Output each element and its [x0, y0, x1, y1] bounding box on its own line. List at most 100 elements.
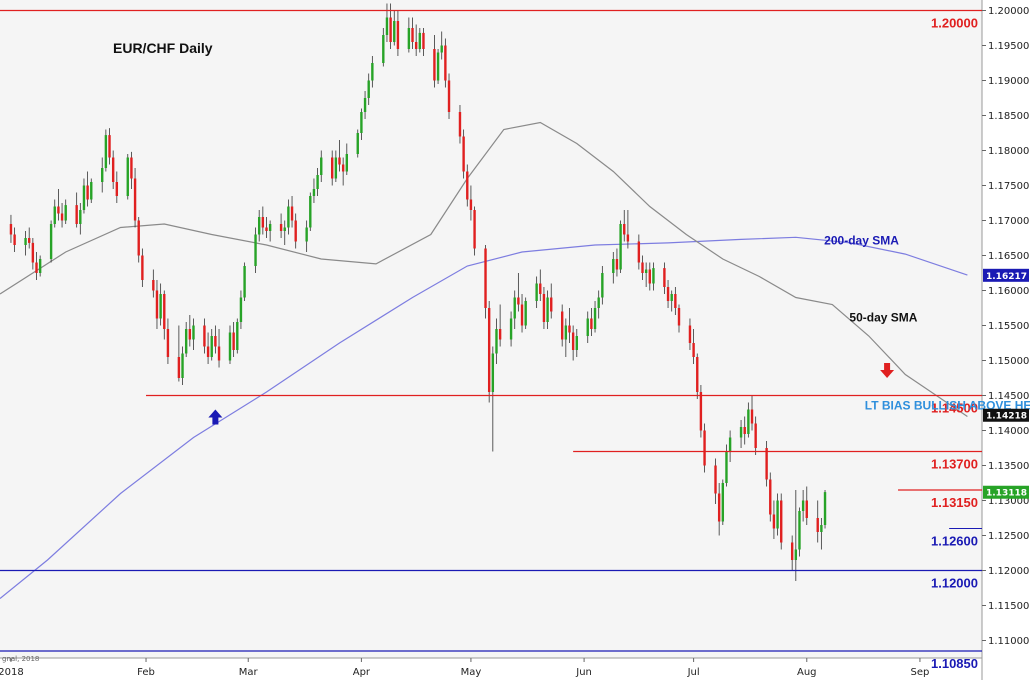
candle	[692, 329, 695, 364]
candle	[644, 262, 648, 287]
candle	[239, 290, 243, 329]
candle	[363, 91, 367, 119]
candle-body	[316, 175, 319, 189]
candle-body	[312, 189, 316, 196]
candle-body	[287, 206, 290, 228]
time-axis-panel	[0, 658, 982, 680]
candle-body	[433, 49, 436, 81]
candle-body	[108, 135, 111, 158]
candle	[652, 262, 655, 291]
candle	[411, 17, 414, 49]
level-label: 1.12000	[931, 576, 978, 591]
candle	[130, 151, 133, 189]
candle-body	[542, 294, 546, 322]
price-tick-label: 1.11000	[988, 636, 1029, 647]
price-badge-label: 1.14218	[986, 412, 1027, 422]
candle	[586, 311, 589, 343]
time-tick-label: Jun	[575, 667, 592, 678]
candle-body	[798, 511, 801, 550]
candle-body	[688, 325, 692, 343]
candle-body	[232, 332, 235, 350]
candle	[820, 518, 823, 550]
candle	[9, 214, 13, 243]
candle-body	[447, 80, 451, 112]
candle-body	[820, 525, 823, 532]
candle	[805, 486, 808, 525]
candle	[495, 318, 498, 364]
candle-body	[382, 35, 385, 63]
price-badge-bg	[983, 268, 1029, 282]
candle-body	[670, 294, 673, 301]
candle-body	[126, 157, 129, 196]
candle	[49, 220, 53, 263]
chart-title: EUR/CHF Daily	[113, 40, 213, 56]
candle	[564, 318, 568, 357]
level-label: 1.20000	[931, 16, 978, 31]
candle	[619, 220, 622, 273]
candle	[571, 325, 575, 361]
candle-body	[320, 157, 323, 175]
candle-body	[692, 343, 695, 357]
candle	[750, 395, 754, 431]
price-badge: 1.14218	[983, 408, 1029, 422]
candle	[210, 329, 213, 361]
candle	[568, 308, 571, 343]
candle	[396, 10, 400, 56]
candle	[513, 290, 516, 329]
candle-body	[644, 269, 648, 273]
candle	[111, 150, 115, 189]
candle-body	[279, 224, 283, 231]
price-tick-label: 1.18500	[988, 111, 1029, 122]
candle-body	[652, 268, 655, 284]
candle-body	[568, 325, 571, 333]
candle-body	[188, 329, 192, 340]
candle-body	[637, 241, 641, 263]
time-tick-label: May	[461, 667, 482, 678]
candle	[305, 220, 308, 252]
price-tick-label: 1.17500	[988, 181, 1029, 192]
candle	[60, 203, 64, 228]
sma-200-line	[0, 236, 968, 599]
price-badges: 1.16217 1.14218 1.13118	[983, 268, 1029, 499]
candle	[184, 322, 188, 357]
candle	[268, 220, 272, 242]
price-axis-panel	[982, 0, 1030, 680]
time-tick-label: Aug	[797, 667, 817, 678]
candle-body	[159, 294, 162, 319]
candle-body	[334, 157, 338, 179]
candle	[593, 301, 597, 333]
candle	[469, 185, 473, 221]
candle-body	[469, 199, 473, 210]
candle	[24, 231, 27, 256]
candle-body	[64, 205, 67, 221]
price-tick-label: 1.11500	[988, 601, 1029, 612]
candle	[28, 227, 31, 249]
candle-body	[535, 283, 538, 301]
candle	[53, 199, 56, 228]
candle-body	[236, 322, 239, 350]
candle	[444, 38, 447, 88]
candle-body	[184, 329, 188, 354]
candle	[433, 35, 436, 88]
candle-body	[743, 427, 746, 434]
candle	[466, 164, 469, 207]
price-tick-label: 1.12000	[988, 566, 1029, 577]
candle-body	[57, 206, 60, 214]
candle-body	[491, 353, 495, 392]
candle-body	[141, 255, 144, 280]
candle	[75, 192, 78, 228]
price-badge-bg	[983, 408, 1029, 422]
time-tick-label: Mar	[239, 667, 259, 678]
level-label: 1.14500	[931, 401, 978, 416]
candle	[517, 273, 520, 312]
price-tick-label: 1.19500	[988, 41, 1029, 52]
candle-body	[396, 21, 400, 49]
candle	[261, 206, 265, 235]
candle	[414, 24, 418, 56]
candle-body	[239, 297, 243, 322]
candle-body	[440, 45, 443, 53]
candle	[790, 535, 794, 571]
price-badge-bg	[983, 485, 1029, 499]
candle-body	[254, 234, 257, 266]
